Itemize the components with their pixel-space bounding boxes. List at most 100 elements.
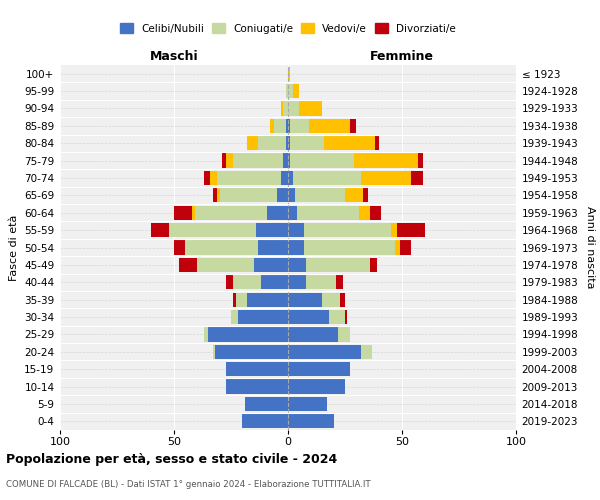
Bar	[288, 258, 306, 272]
Bar	[288, 154, 290, 168]
Y-axis label: Fasce di età: Fasce di età	[8, 214, 19, 280]
Bar	[340, 292, 345, 307]
Bar	[374, 136, 379, 150]
Bar	[308, 118, 350, 133]
Bar	[345, 188, 363, 202]
Bar	[238, 310, 288, 324]
Bar	[288, 292, 322, 307]
Bar	[270, 118, 274, 133]
Bar	[179, 258, 197, 272]
Bar	[290, 154, 354, 168]
Bar	[254, 258, 288, 272]
Bar	[288, 84, 293, 98]
Bar	[151, 223, 169, 237]
Bar	[203, 171, 211, 185]
Bar	[203, 328, 208, 342]
Bar	[288, 171, 293, 185]
Bar	[293, 171, 361, 185]
Bar	[233, 154, 283, 168]
Bar	[304, 240, 395, 254]
Bar	[215, 344, 288, 359]
Bar	[197, 258, 254, 272]
Bar	[288, 310, 329, 324]
Text: Maschi: Maschi	[149, 50, 199, 64]
Bar	[338, 328, 350, 342]
Bar	[288, 223, 304, 237]
Bar	[259, 136, 286, 150]
Bar	[322, 292, 340, 307]
Bar	[370, 258, 377, 272]
Text: COMUNE DI FALCADE (BL) - Dati ISTAT 1° gennaio 2024 - Elaborazione TUTTITALIA.IT: COMUNE DI FALCADE (BL) - Dati ISTAT 1° g…	[6, 480, 371, 489]
Bar	[363, 188, 368, 202]
Bar	[217, 171, 281, 185]
Bar	[268, 206, 288, 220]
Bar	[194, 206, 268, 220]
Bar	[288, 344, 361, 359]
Y-axis label: Anni di nascita: Anni di nascita	[585, 206, 595, 289]
Bar	[174, 206, 192, 220]
Bar	[395, 240, 400, 254]
Bar	[288, 362, 350, 376]
Bar	[211, 171, 217, 185]
Bar	[277, 188, 288, 202]
Bar	[288, 66, 290, 81]
Bar	[226, 380, 288, 394]
Bar	[288, 380, 345, 394]
Bar	[174, 240, 185, 254]
Bar	[226, 154, 233, 168]
Bar	[169, 223, 256, 237]
Bar	[288, 206, 297, 220]
Bar	[418, 154, 422, 168]
Bar	[359, 206, 370, 220]
Bar	[283, 154, 288, 168]
Bar	[306, 258, 370, 272]
Bar	[306, 275, 336, 289]
Bar	[288, 275, 306, 289]
Bar	[185, 240, 259, 254]
Bar	[217, 188, 220, 202]
Bar	[256, 223, 288, 237]
Bar	[288, 328, 338, 342]
Bar	[288, 118, 290, 133]
Bar	[290, 118, 308, 133]
Bar	[288, 397, 327, 411]
Bar	[226, 275, 233, 289]
Bar	[286, 118, 288, 133]
Bar	[281, 171, 288, 185]
Bar	[288, 240, 304, 254]
Bar	[274, 118, 286, 133]
Bar	[397, 223, 425, 237]
Bar	[259, 240, 288, 254]
Bar	[297, 206, 359, 220]
Legend: Celibi/Nubili, Coniugati/e, Vedovi/e, Divorziati/e: Celibi/Nubili, Coniugati/e, Vedovi/e, Di…	[116, 19, 460, 38]
Bar	[361, 171, 411, 185]
Bar	[281, 102, 283, 116]
Bar	[325, 136, 374, 150]
Bar	[231, 310, 238, 324]
Bar	[370, 206, 382, 220]
Bar	[220, 188, 277, 202]
Text: Popolazione per età, sesso e stato civile - 2024: Popolazione per età, sesso e stato civil…	[6, 452, 337, 466]
Bar	[304, 223, 391, 237]
Bar	[283, 102, 288, 116]
Bar	[288, 188, 295, 202]
Bar	[288, 102, 299, 116]
Bar	[411, 171, 422, 185]
Bar	[361, 344, 373, 359]
Bar	[286, 84, 288, 98]
Bar	[293, 84, 299, 98]
Bar	[242, 414, 288, 428]
Bar	[236, 292, 247, 307]
Bar	[288, 414, 334, 428]
Bar	[208, 328, 288, 342]
Bar	[233, 292, 236, 307]
Bar	[354, 154, 418, 168]
Bar	[192, 206, 194, 220]
Bar	[400, 240, 411, 254]
Bar	[350, 118, 356, 133]
Bar	[336, 275, 343, 289]
Bar	[260, 275, 288, 289]
Bar	[247, 136, 259, 150]
Bar	[288, 136, 290, 150]
Bar	[290, 136, 325, 150]
